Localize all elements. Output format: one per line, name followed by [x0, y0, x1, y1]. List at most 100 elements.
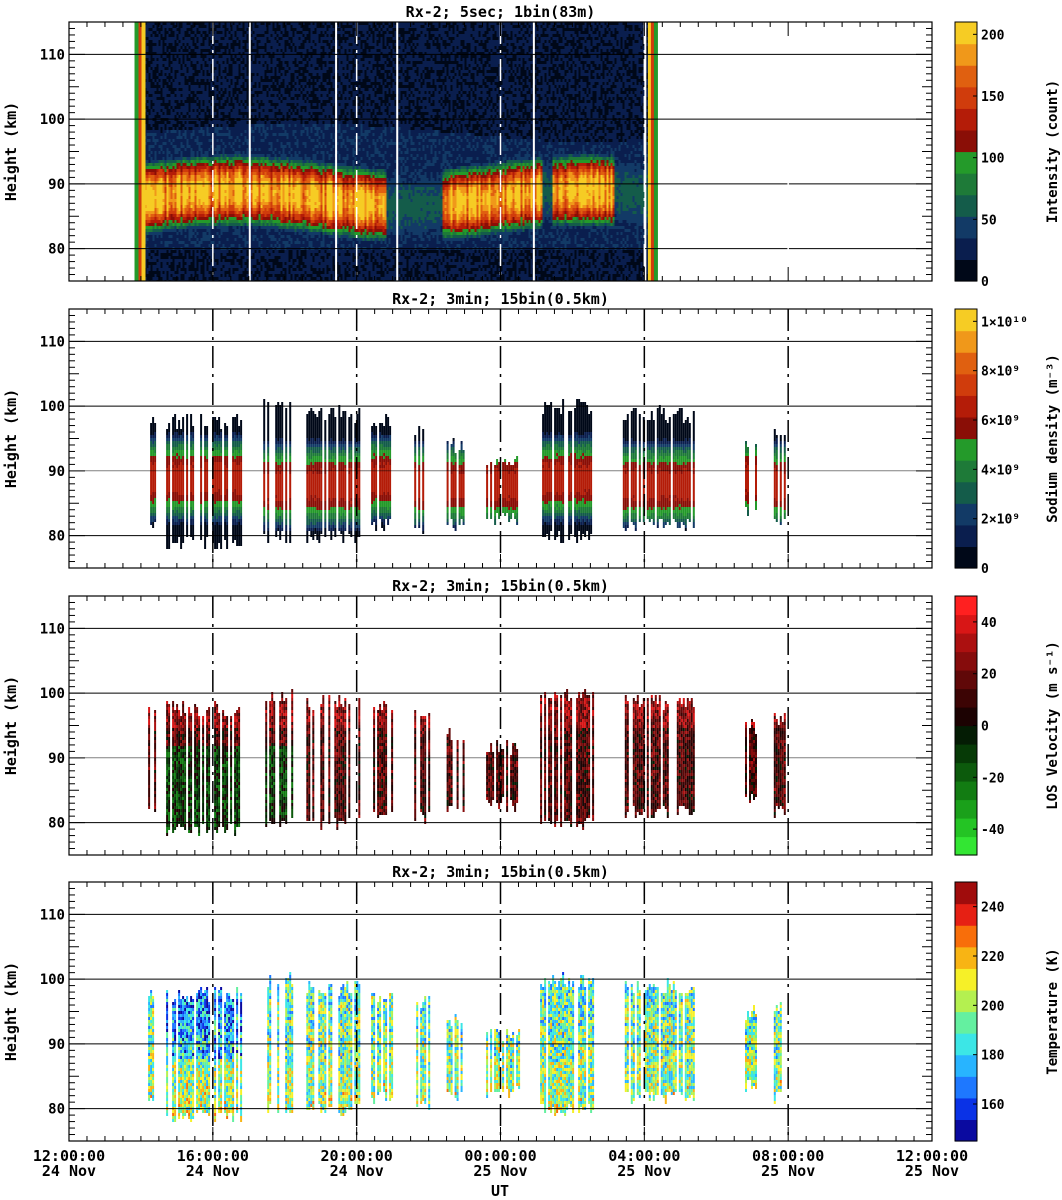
colorbar-tick-label: 200	[981, 28, 1005, 43]
x-tick-time: 16:00:00	[177, 1147, 249, 1165]
colorbar-tick-label: 200	[981, 999, 1005, 1014]
colorbar-segment	[955, 1076, 977, 1099]
colorbar-tick-label: -40	[981, 823, 1005, 838]
colorbar-segment	[955, 596, 977, 616]
colorbar-segment	[955, 989, 977, 1013]
colorbar-tick-label: 50	[981, 213, 997, 228]
edge-strip	[138, 22, 143, 281]
colorbar-segment	[955, 438, 977, 461]
x-tick-time: 12:00:00	[33, 1147, 105, 1165]
colorbar-segment	[955, 1119, 977, 1142]
colorbar-tick-label: 0	[981, 720, 989, 735]
colorbar: 0 2×10⁹ 4×10⁹ 6×10⁹ 8×10⁹ 1×10¹⁰ Sodium densit…	[954, 308, 1061, 577]
gap-line	[248, 22, 251, 281]
colorbar-tick-label: 4×10⁹	[981, 463, 1020, 478]
colorbar-tick-label: 2×10⁹	[981, 513, 1020, 528]
x-axis-title: UT	[491, 1182, 509, 1200]
colorbar-segment	[955, 903, 977, 926]
colorbar-frame	[954, 881, 978, 1142]
colorbar-tick-label: 150	[981, 90, 1005, 105]
colorbar-tick-label: 0	[981, 275, 989, 290]
panel-title: Rx-2; 3min; 15bin(0.5km)	[392, 863, 609, 881]
y-axis-title: Height (km)	[2, 102, 20, 201]
colorbar-segment	[955, 968, 977, 991]
colorbar-segment	[955, 373, 977, 396]
y-tick-label: 80	[48, 1102, 65, 1118]
x-tick-date: 24 Nov	[330, 1162, 384, 1180]
colorbar-segment	[955, 352, 977, 375]
colorbar-segment	[955, 781, 977, 801]
colorbar-segment	[955, 925, 977, 948]
colorbar-segment	[955, 395, 977, 418]
colorbar-segment	[955, 762, 977, 782]
x-tick-time: 12:00:00	[896, 1147, 968, 1165]
colorbar-segment	[955, 460, 977, 483]
colorbar-title: Sodium density (m⁻³)	[1045, 354, 1061, 523]
colorbar-segment	[955, 799, 977, 819]
colorbar-segment	[955, 259, 977, 282]
y-tick-label: 90	[48, 751, 65, 767]
gap-line	[335, 22, 338, 281]
y-axis-title: Height (km)	[2, 676, 20, 775]
colorbar-frame	[954, 21, 978, 282]
y-tick-label: 80	[48, 529, 65, 545]
y-tick-label: 90	[48, 177, 65, 193]
y-tick-label: 80	[48, 242, 65, 258]
colorbar-segment	[955, 481, 977, 504]
colorbar-tick-label: 160	[981, 1098, 1005, 1113]
y-tick-label: 90	[48, 464, 65, 480]
colorbar-segment	[955, 725, 977, 745]
panel-2: Rx-2; 3min; 15bin(0.5km) 80 90 100 110 Height…	[2, 290, 1061, 577]
panel-4: Rx-2; 3min; 15bin(0.5km) 80 90 100 110 Height…	[2, 863, 1061, 1142]
colorbar-segment	[955, 173, 977, 196]
edge-strip	[650, 22, 655, 281]
colorbar-segment	[955, 22, 977, 45]
colorbar-tick-label: 180	[981, 1049, 1005, 1064]
colorbar-segment	[955, 416, 977, 440]
panel-title: Rx-2; 3min; 15bin(0.5km)	[392, 577, 609, 595]
colorbar-segment	[955, 194, 977, 217]
colorbar-segment	[955, 86, 977, 109]
colorbar-tick-label: 6×10⁹	[981, 414, 1020, 429]
panel-title: Rx-2; 5sec; 1bin(83m)	[406, 3, 596, 21]
colorbar-segment	[955, 65, 977, 88]
y-tick-label: 100	[40, 972, 65, 988]
colorbar-segment	[955, 744, 977, 764]
colorbar-segment	[955, 946, 977, 969]
colorbar-tick-label: 0	[981, 562, 989, 577]
colorbar-segment	[955, 882, 977, 905]
colorbar-segment	[955, 670, 977, 690]
colorbar-segment	[955, 524, 977, 548]
x-tick-date: 25 Nov	[617, 1162, 671, 1180]
x-tick-date: 24 Nov	[42, 1162, 96, 1180]
colorbar-tick-label: 100	[981, 152, 1005, 167]
x-tick-time: 04:00:00	[608, 1147, 680, 1165]
edge-strip	[134, 22, 139, 281]
x-tick-date: 24 Nov	[186, 1162, 240, 1180]
colorbar-segment	[955, 237, 977, 261]
colorbar-segment	[955, 614, 977, 634]
y-tick-label: 100	[40, 112, 65, 128]
colorbar-segment	[955, 633, 977, 653]
colorbar-segment	[955, 1011, 977, 1034]
x-tick-time: 20:00:00	[321, 1147, 393, 1165]
colorbar-segment	[955, 1054, 977, 1077]
panel-1: Rx-2; 5sec; 1bin(83m) 80 90 100 110 Height (k…	[2, 3, 1061, 290]
edge-strip	[653, 22, 658, 281]
colorbar-segment	[955, 503, 977, 526]
colorbar-title: Intensity (count)	[1045, 80, 1061, 223]
colorbar-tick-label: 40	[981, 616, 997, 631]
colorbar-segment	[955, 1033, 977, 1056]
colorbar-segment	[955, 546, 977, 569]
x-tick-time: 08:00:00	[752, 1147, 824, 1165]
panels: Rx-2; 5sec; 1bin(83m) 80 90 100 110 Height (k…	[2, 3, 1061, 1142]
x-tick-date: 25 Nov	[761, 1162, 815, 1180]
colorbar: -40 -20 0 20 40 LOS Velocity (m s⁻¹)	[954, 595, 1061, 856]
gap-line	[532, 22, 535, 281]
y-tick-label: 80	[48, 816, 65, 832]
y-tick-label: 90	[48, 1037, 65, 1053]
panel-title: Rx-2; 3min; 15bin(0.5km)	[392, 290, 609, 308]
colorbar: 0 50 100 150 200 Intensity (count)	[954, 21, 1061, 290]
